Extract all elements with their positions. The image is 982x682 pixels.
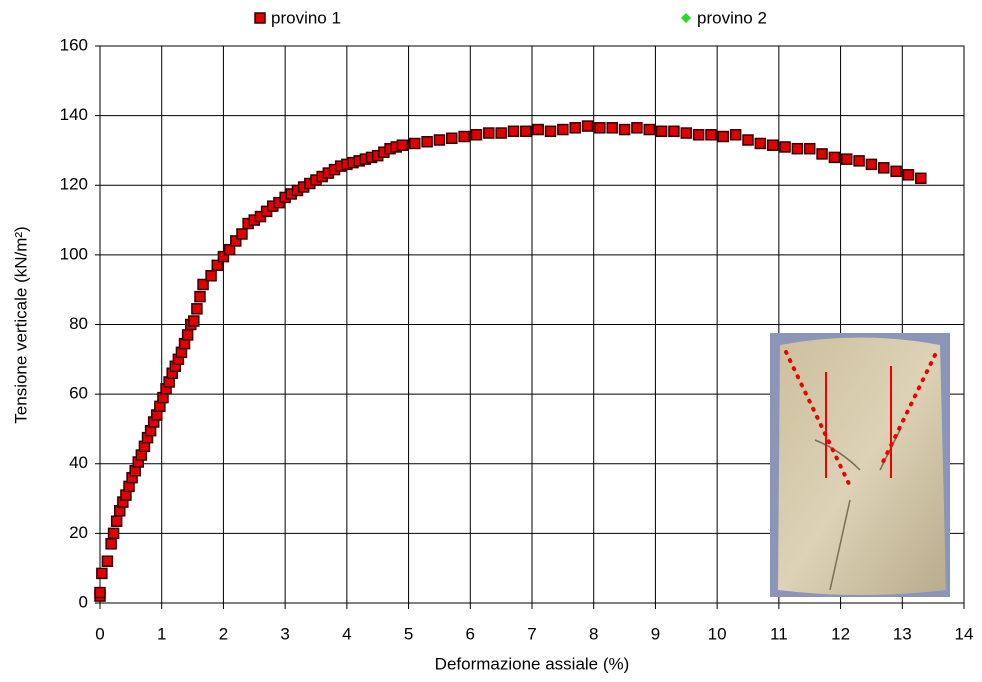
point: [421, 135, 433, 148]
legend-label: provino 1: [271, 8, 341, 27]
point: [495, 127, 507, 139]
point: [110, 515, 123, 527]
point: [433, 134, 446, 146]
point: [680, 127, 693, 139]
y-tick-label: 20: [69, 523, 88, 542]
point: [105, 538, 117, 550]
point: [594, 122, 606, 134]
y-tick-label: 0: [79, 592, 88, 611]
x-tick-label: 8: [589, 624, 598, 643]
x-tick-label: 5: [404, 624, 413, 643]
point: [840, 153, 853, 165]
point: [606, 122, 618, 134]
point: [520, 125, 532, 138]
point: [236, 228, 248, 240]
point: [742, 134, 754, 146]
y-axis-label: Tensione verticale (kN/m²): [11, 226, 30, 423]
y-tick-label: 40: [69, 453, 88, 472]
point: [470, 129, 483, 141]
point: [729, 129, 742, 141]
point: [544, 125, 557, 138]
point: [217, 250, 230, 263]
specimen-photo: [770, 333, 950, 597]
plot-frame: [99, 45, 965, 604]
point: [205, 270, 217, 282]
x-axis-label: Deformazione assiale (%): [435, 654, 630, 673]
point: [188, 315, 200, 327]
point: [618, 123, 631, 136]
y-tick-label: 120: [60, 175, 88, 194]
point: [101, 555, 114, 567]
point: [902, 169, 915, 181]
x-tick-label: 2: [219, 624, 228, 643]
point: [668, 125, 680, 138]
x-tick-label: 11: [770, 624, 788, 643]
point: [211, 259, 224, 272]
point: [717, 130, 730, 143]
point: [396, 139, 409, 151]
point: [643, 123, 656, 136]
point: [197, 278, 209, 291]
point: [803, 142, 816, 155]
point: [828, 151, 841, 164]
point: [107, 527, 120, 540]
point: [94, 586, 106, 599]
point: [96, 567, 108, 580]
point: [631, 122, 643, 134]
legend-marker: [681, 13, 691, 23]
point: [507, 125, 520, 138]
point: [532, 123, 544, 136]
point: [754, 137, 767, 150]
x-tick-label: 12: [831, 624, 850, 643]
point: [446, 132, 458, 145]
x-tick-label: 10: [708, 624, 727, 643]
x-tick-label: 1: [157, 624, 166, 643]
x-tick-label: 4: [342, 624, 351, 643]
point: [191, 303, 203, 315]
point: [915, 172, 927, 185]
point: [779, 141, 791, 153]
x-tick-label: 6: [466, 624, 475, 643]
point: [692, 129, 705, 141]
point: [878, 162, 890, 174]
y-tick-label: 140: [60, 105, 88, 124]
x-tick-label: 3: [280, 624, 289, 643]
y-tick-label: 80: [69, 314, 88, 333]
x-tick-label: 9: [651, 624, 660, 643]
point: [890, 165, 902, 178]
point: [791, 142, 804, 155]
point: [483, 127, 495, 139]
point: [655, 125, 668, 138]
point: [816, 148, 828, 160]
legend-marker: [254, 12, 266, 24]
point: [181, 329, 194, 341]
point: [853, 155, 865, 167]
point: [705, 129, 717, 141]
point: [865, 158, 878, 171]
point: [194, 290, 206, 303]
point: [223, 243, 236, 256]
x-tick-label: 13: [893, 624, 912, 643]
point: [581, 120, 594, 132]
x-tick-label: 7: [527, 624, 536, 643]
legend-label: provino 2: [697, 8, 767, 27]
point: [408, 137, 421, 150]
point: [557, 123, 569, 136]
y-tick-label: 60: [69, 384, 88, 403]
point: [230, 235, 242, 247]
point: [458, 130, 470, 143]
point: [766, 139, 779, 151]
x-tick-label: 14: [955, 624, 974, 643]
x-tick-label: 0: [95, 624, 104, 643]
point: [569, 122, 581, 134]
y-tick-label: 160: [60, 35, 88, 54]
y-tick-label: 100: [60, 244, 88, 263]
